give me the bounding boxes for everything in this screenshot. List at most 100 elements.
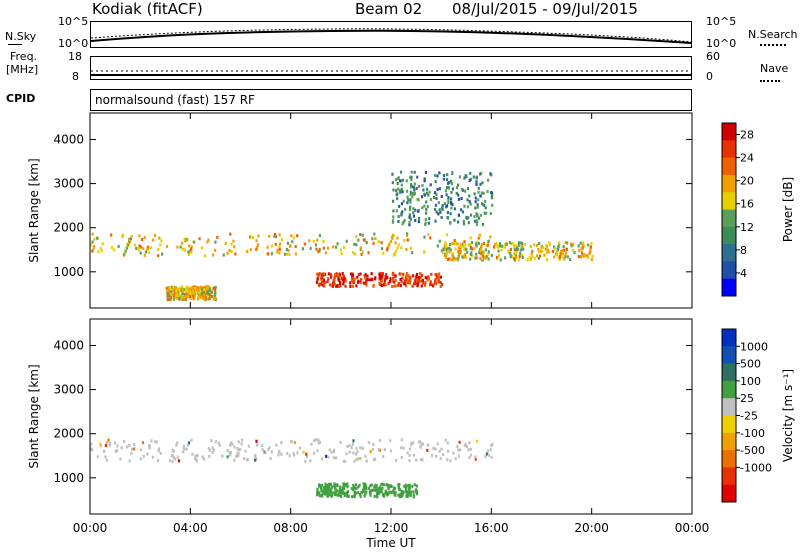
power-cell <box>246 250 249 254</box>
power-cell <box>581 241 585 245</box>
power-cell <box>420 195 424 199</box>
power-cell <box>251 236 255 240</box>
velocity-cell <box>159 451 162 455</box>
power-cell <box>436 174 439 178</box>
power-cell <box>395 193 398 197</box>
power-cell <box>496 243 499 247</box>
power-cell <box>279 242 282 246</box>
power-cell <box>522 247 525 251</box>
power-cell <box>336 284 340 288</box>
power-cell <box>433 207 437 211</box>
power-cell <box>170 285 173 289</box>
velocity-cell <box>369 484 372 488</box>
power-cell <box>340 252 343 256</box>
freq-trace <box>91 70 691 76</box>
power-cell <box>496 245 499 249</box>
velocity-cell <box>185 447 188 451</box>
noise-left-tick-bottom: 10^0 <box>58 37 89 50</box>
power-cell <box>334 273 337 277</box>
velocity-cell <box>330 490 333 494</box>
velocity-cell <box>358 493 362 497</box>
velocity-cell <box>151 455 155 459</box>
power-cell <box>338 285 341 289</box>
power-cell <box>446 247 449 251</box>
power-cell <box>540 244 544 248</box>
velocity-cell <box>405 493 408 497</box>
nave-tick-top: 60 <box>706 50 720 63</box>
power-cell <box>439 210 442 214</box>
power-cell <box>176 245 179 249</box>
velocity-cell <box>346 494 349 498</box>
power-cell <box>478 251 481 255</box>
power-cell <box>255 247 258 251</box>
velocity-cell <box>332 450 336 454</box>
power-cell <box>553 255 556 259</box>
power-cell <box>406 232 409 236</box>
velocity-cell <box>290 440 293 444</box>
power-cell <box>204 285 207 289</box>
velocity-cell <box>457 448 460 452</box>
power-cell <box>370 272 373 276</box>
velocity-cell <box>229 452 232 456</box>
power-cell <box>193 297 196 301</box>
power-cell <box>188 287 191 291</box>
power-cell <box>400 202 404 206</box>
velocity-cell <box>351 495 354 499</box>
power-cell <box>397 214 400 218</box>
power-cell <box>142 246 145 250</box>
power-cell <box>153 233 157 237</box>
velocity-cell <box>347 494 350 498</box>
power-cell <box>129 236 132 240</box>
power-cell <box>469 243 472 247</box>
power-cell <box>444 243 447 247</box>
velocity-cell <box>390 490 393 494</box>
beam-label: Beam 02 <box>355 0 423 18</box>
power-cell <box>188 251 191 255</box>
power-cell <box>526 258 529 262</box>
power-cell <box>143 253 146 257</box>
velocity-cell <box>346 482 349 486</box>
power-cell <box>326 280 329 284</box>
velocity-cell <box>264 451 267 455</box>
velocity-cell <box>414 488 418 492</box>
power-cell <box>563 248 566 252</box>
power-cell <box>570 244 573 248</box>
power-cell <box>362 238 366 242</box>
power-cell <box>338 272 341 276</box>
power-cell <box>453 218 456 222</box>
power-cell <box>382 251 385 255</box>
power-cell <box>451 202 454 206</box>
power-cell <box>417 220 421 224</box>
velocity-cell <box>412 490 415 494</box>
velocity-cell <box>418 440 421 444</box>
power-cell <box>409 205 412 209</box>
velocity-cell <box>316 490 319 494</box>
power-cell <box>350 279 353 283</box>
velocity-cell <box>328 484 331 488</box>
velocity-cell <box>377 447 380 451</box>
power-cell <box>195 285 199 289</box>
power-cell <box>480 191 483 195</box>
power-cell <box>448 250 451 254</box>
freq-tick-top: 18 <box>68 50 82 63</box>
power-cell <box>408 208 412 212</box>
power-cell <box>133 243 136 247</box>
power-cell <box>399 277 402 281</box>
power-cell <box>473 192 476 196</box>
power-cell <box>179 245 182 249</box>
power-cell <box>438 272 441 276</box>
power-cell <box>484 248 487 252</box>
power-cell <box>457 257 460 261</box>
power-cell <box>456 242 459 246</box>
power-cell <box>402 220 405 224</box>
power-cell <box>492 245 495 249</box>
power-cell <box>357 273 360 277</box>
power-cell <box>413 279 416 283</box>
power-cell <box>405 272 408 276</box>
velocity-cell <box>434 447 437 451</box>
velocity-cell <box>485 452 489 456</box>
power-cell <box>463 253 467 257</box>
velocity-cell <box>454 457 457 461</box>
power-cell <box>475 244 478 248</box>
power-cell <box>169 288 172 292</box>
